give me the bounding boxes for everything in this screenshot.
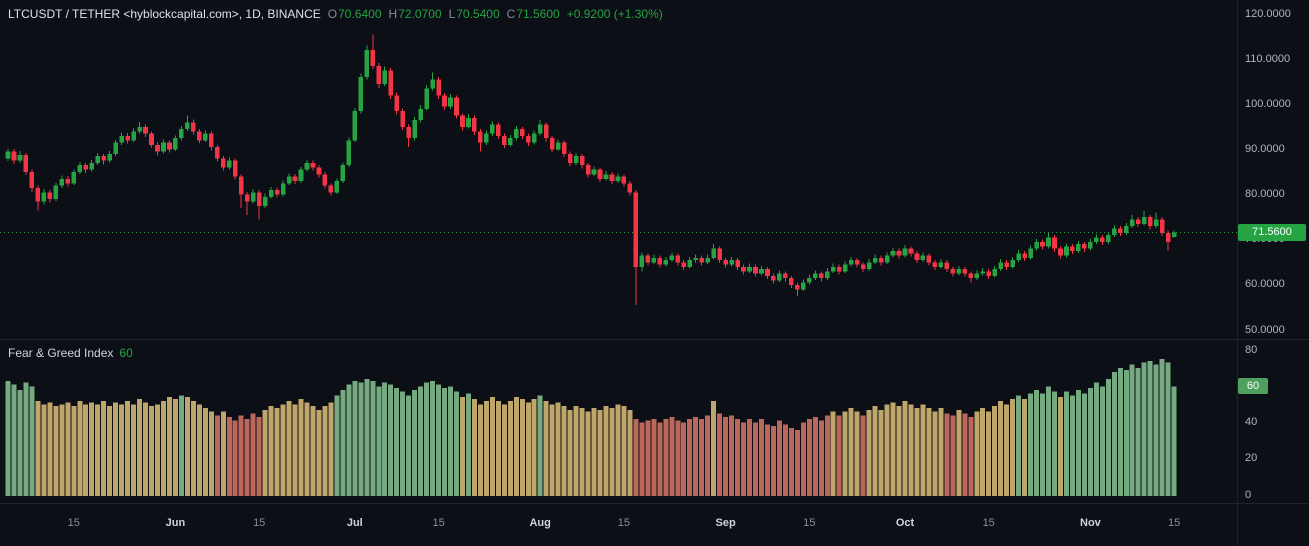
indicator-title[interactable]: Fear & Greed Index [8,346,114,360]
time-tick-label: 15 [432,517,445,529]
price-tick-label: 50.0000 [1245,323,1285,336]
fear-greed-badge: 60 [1238,378,1268,395]
time-tick-label: Jul [346,517,363,529]
open-label: O [327,7,338,21]
time-tick-label: 15 [617,517,631,529]
pane-divider[interactable] [0,339,1309,340]
symbol-title[interactable]: LTCUSDT / TETHER <hyblockcapital.com>, 1… [8,7,321,21]
price-tick-label: 80.0000 [1245,188,1285,201]
time-tick-label: Oct [895,517,915,529]
price-tick-label: 90.0000 [1245,142,1285,155]
time-tick-label: 15 [982,517,995,529]
price-tick-label: 100.0000 [1245,97,1291,110]
time-tick-label: 15 [803,517,816,529]
price-tick-label: 110.0000 [1245,52,1291,65]
price-tick-label: 120.0000 [1245,7,1291,20]
symbol-legend: LTCUSDT / TETHER <hyblockcapital.com>, 1… [8,7,663,21]
fg-tick-label: 20 [1245,452,1258,465]
change-value: +0.9200 (+1.30%) [566,7,663,21]
low-label: L [448,7,456,21]
time-tick-label: 15 [253,517,266,529]
fear-bars [214,413,974,496]
down-candle-bodies [11,50,1171,290]
time-tick-label: Sep [715,517,736,529]
down-candle-wicks [13,34,1169,306]
fear-greed-chart[interactable] [0,340,1237,503]
open-value: 70.6400 [338,7,382,21]
close-label: C [506,7,516,21]
indicator-value: 60 [119,346,133,360]
low-value: 70.5400 [456,7,500,21]
fg-tick-label: 40 [1245,416,1258,428]
time-tick-label: Jun [165,517,186,529]
up-candle-bodies [5,50,1177,290]
time-tick-label: 15 [1167,517,1181,529]
fg-tick-label: 0 [1245,488,1252,501]
time-axis[interactable]: 15 Jun 15 Jul 15 Aug 15 Sep 15 Oct 15 Nov 15 [0,504,1237,546]
price-axis[interactable]: 120.0000110.0000100.000090.000080.000070… [1237,0,1309,546]
price-chart[interactable] [0,0,1237,339]
last-price-badge: 71.5600 [1238,224,1306,242]
time-axis-divider [0,503,1309,504]
time-tick-label: 15 [67,517,80,529]
neutral-bars [35,397,1063,496]
indicator-legend: Fear & Greed Index 60 [8,346,133,360]
time-tick-label: Aug [529,517,551,529]
high-label: H [388,7,398,21]
close-value: 71.5600 [516,7,560,21]
up-candle-wicks [7,45,1175,292]
fg-tick-label: 80 [1245,343,1258,356]
time-tick-label: Nov [1080,517,1101,529]
high-value: 72.0700 [398,7,442,21]
price-tick-label: 60.0000 [1245,278,1285,291]
